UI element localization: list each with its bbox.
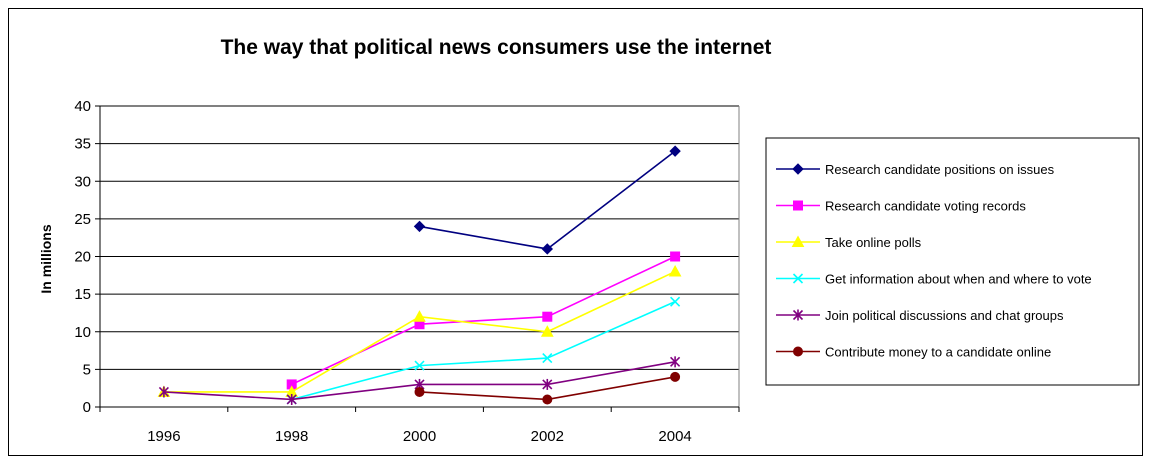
data-point — [542, 311, 553, 322]
x-tick-label: 1996 — [147, 428, 180, 445]
legend-entry: Join political discussions and chat grou… — [776, 308, 1064, 323]
legend-entry: Contribute money to a candidate online — [776, 345, 1051, 360]
series-6 — [414, 371, 681, 405]
y-tick-label: 35 — [74, 136, 91, 153]
y-tick-label: 25 — [74, 211, 91, 228]
legend-swatch-marker — [792, 309, 804, 321]
chart-frame: The way that political news consumers us… — [8, 8, 1143, 456]
series-1 — [413, 145, 681, 255]
legend-box — [765, 137, 1140, 386]
x-tick-label: 2000 — [403, 428, 436, 445]
data-point — [542, 353, 553, 364]
line-chart: The way that political news consumers us… — [38, 36, 1140, 445]
data-point — [670, 296, 681, 307]
y-tick-label: 10 — [74, 324, 91, 341]
y-axis-label: In millions — [38, 224, 54, 293]
legend-entry: Research candidate positions on issues — [776, 162, 1055, 177]
data-point — [670, 371, 681, 382]
data-point — [541, 243, 554, 255]
legend-label: Research candidate voting records — [825, 199, 1026, 214]
series-4-line — [291, 300, 676, 401]
axis-layer: 0 5 10 15 20 25 30 35 40 1996 1998 2000 2002 2004 — [74, 98, 740, 445]
y-tick-label: 5 — [83, 361, 91, 378]
y-tick-label: 30 — [74, 173, 91, 190]
series-5 — [158, 356, 681, 405]
data-point — [413, 220, 426, 233]
data-point — [414, 386, 425, 397]
legend-entry: Get information about when and where to … — [776, 272, 1092, 287]
y-tick-label: 15 — [74, 286, 91, 303]
legend-swatch-marker — [792, 163, 804, 175]
data-point-stroke — [414, 360, 425, 371]
legend-label: Research candidate positions on issues — [825, 162, 1055, 177]
chart-title: The way that political news consumers us… — [221, 36, 772, 59]
data-point — [670, 356, 681, 368]
legend-swatch-marker — [791, 235, 805, 247]
legend-label: Join political discussions and chat grou… — [825, 308, 1064, 323]
y-tick-label: 0 — [83, 399, 91, 416]
x-tick-label: 2004 — [658, 428, 691, 445]
data-point — [414, 360, 425, 371]
data-point-stroke — [670, 296, 681, 307]
legend-entry: Take online polls — [776, 235, 922, 250]
data-point — [540, 325, 554, 337]
data-point — [158, 386, 169, 398]
legend-label: Contribute money to a candidate online — [825, 345, 1051, 360]
legend-entry: Research candidate voting records — [776, 199, 1026, 214]
data-point — [542, 394, 553, 405]
legend-swatch-marker — [792, 273, 804, 284]
grid-layer — [100, 105, 740, 407]
x-tick-label: 1998 — [275, 428, 308, 445]
legend-swatch-marker-stroke — [792, 273, 804, 284]
y-tick-label: 40 — [74, 98, 91, 115]
x-tick-label: 2002 — [531, 428, 564, 445]
legend-label: Get information about when and where to … — [825, 272, 1092, 287]
legend-swatch-marker — [793, 346, 803, 357]
data-point — [542, 378, 553, 390]
data-point — [286, 393, 297, 405]
legend: Research candidate positions on issues Re… — [765, 137, 1140, 386]
series-layer — [157, 145, 682, 405]
legend-swatch-marker — [793, 200, 803, 211]
data-point — [669, 145, 681, 157]
y-tick-label: 20 — [74, 249, 91, 266]
data-point — [670, 251, 681, 262]
data-point — [413, 310, 426, 322]
legend-label: Take online polls — [825, 235, 922, 250]
data-point-stroke — [542, 353, 553, 364]
data-point — [668, 265, 682, 277]
